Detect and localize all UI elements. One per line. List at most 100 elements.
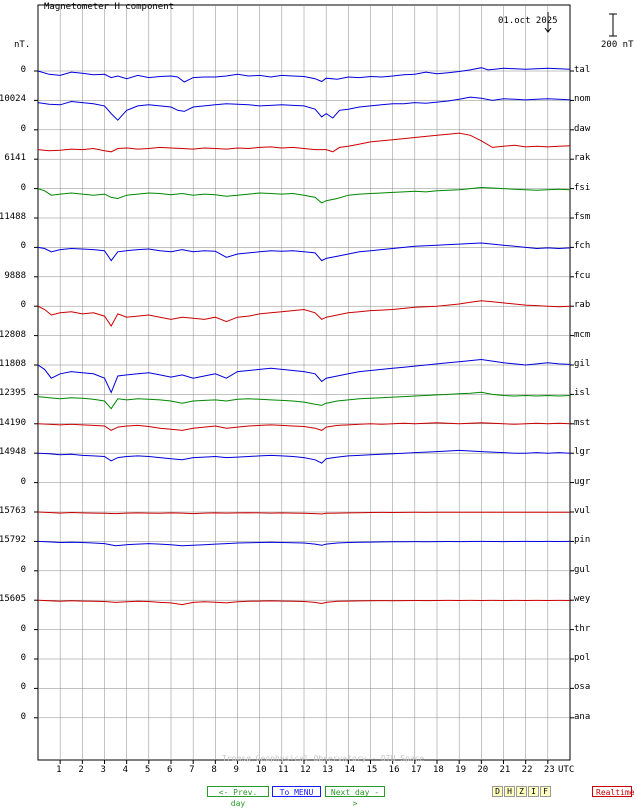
baseline-label: 12395	[0, 388, 26, 399]
down-arrow-icon	[544, 12, 552, 33]
baseline-label: 14190	[0, 417, 26, 428]
station-code-label: fsm	[574, 212, 591, 222]
baseline-label: 0	[20, 711, 26, 722]
x-tick-label: 23	[543, 765, 555, 775]
component-button-h[interactable]: H	[504, 786, 515, 797]
x-tick-label: 19	[455, 765, 466, 775]
baseline-label: 0	[20, 623, 26, 634]
station-code-label: nom	[574, 94, 591, 105]
component-button-f[interactable]: F	[540, 786, 551, 797]
trace-mst	[37, 422, 571, 431]
x-tick-label: 14	[344, 765, 356, 775]
baseline-label: 15605	[0, 594, 26, 605]
x-tick-label: 6	[167, 765, 173, 775]
x-tick-label: 2	[78, 765, 84, 775]
trace-isl	[37, 391, 571, 410]
station-code-label: fsi	[574, 182, 591, 193]
x-tick-label: 5	[144, 765, 151, 775]
x-tick-label: UTC	[558, 765, 575, 775]
station-code-label: mcm	[574, 329, 591, 340]
x-tick-label: 16	[388, 765, 400, 775]
baseline-label: 0	[20, 564, 26, 575]
station-code-label: tal	[574, 65, 591, 75]
station-code-label: ana	[574, 711, 591, 722]
station-code-label: mst	[574, 417, 591, 428]
station-code-label: osa	[574, 682, 591, 693]
baseline-label: 9888	[4, 270, 26, 281]
baseline-label: 15763	[0, 506, 26, 516]
trace-wey	[37, 599, 571, 606]
station-code-label: isl	[574, 388, 591, 399]
x-tick-label: 3	[100, 765, 106, 775]
baseline-label: 12808	[0, 329, 26, 340]
baseline-label: 0	[20, 65, 26, 75]
station-code-label: gil	[574, 359, 591, 369]
baseline-label: 11488	[0, 212, 26, 222]
x-tick-label: 8	[211, 765, 217, 775]
x-tick-label: 17	[410, 765, 422, 775]
credit-text: Tromsø Geophysical Observatory - DTU Spa…	[222, 754, 425, 763]
scale-label: 200 nT	[601, 40, 634, 50]
station-code-label: gul	[574, 564, 591, 575]
trace-fch	[37, 242, 571, 262]
station-code-label: thr	[574, 623, 591, 634]
baseline-label: 6141	[4, 153, 26, 164]
x-tick-label: 1	[56, 765, 62, 775]
x-tick-label: 15	[366, 765, 378, 775]
baseline-label: 0	[20, 682, 26, 693]
station-code-label: pol	[574, 653, 591, 663]
baseline-label: 11808	[0, 359, 26, 369]
prev-day-button[interactable]: <- Prev. day	[207, 786, 269, 808]
baseline-label: 10024	[0, 94, 26, 105]
trace-daw	[37, 132, 571, 153]
baseline-label: 0	[20, 653, 26, 663]
station-code-label: wey	[574, 594, 591, 605]
component-button-z[interactable]: Z	[516, 786, 527, 797]
chart-grid	[34, 4, 574, 764]
date-label: 01.oct 2025	[498, 16, 558, 26]
trace-pin	[37, 540, 571, 547]
station-code-label: fch	[574, 241, 591, 252]
trace-tal	[37, 67, 571, 83]
baseline-label: 0	[20, 476, 26, 487]
station-code-label: fcu	[574, 270, 591, 281]
x-tick-label: 20	[477, 765, 489, 775]
realtime-button[interactable]: Realtime	[592, 786, 635, 797]
x-tick-label: 4	[122, 765, 129, 775]
station-code-label: pin	[574, 535, 591, 546]
x-tick-label: 9	[233, 765, 239, 775]
x-tick-label: 18	[433, 765, 444, 775]
station-code-label: ugr	[574, 476, 591, 487]
component-button-d[interactable]: D	[492, 786, 503, 797]
menu-button[interactable]: To MENU	[272, 786, 321, 797]
x-tick-label: 21	[499, 765, 511, 775]
baseline-label: 0	[20, 123, 26, 134]
baseline-label: 0	[20, 300, 26, 311]
trace-rab	[37, 300, 571, 327]
unit-label: nT.	[14, 40, 31, 50]
x-tick-label: 13	[322, 765, 333, 775]
station-code-label: daw	[574, 123, 591, 134]
x-tick-label: 7	[189, 765, 195, 775]
trace-vul	[37, 511, 571, 515]
trace-nom	[37, 96, 571, 121]
trace-fsi	[37, 186, 571, 204]
chart-traces	[37, 67, 571, 606]
baseline-label: 0	[20, 182, 26, 193]
baseline-label: 15792	[0, 535, 26, 546]
chart-title: Magnetometer H component	[44, 2, 175, 12]
component-button-i[interactable]: I	[528, 786, 539, 797]
x-tick-label: 12	[300, 765, 311, 775]
baseline-label: 14948	[0, 447, 26, 458]
trace-lgr	[37, 449, 571, 464]
baseline-label: 0	[20, 241, 26, 252]
station-code-label: vul	[574, 506, 591, 516]
next-day-button[interactable]: Next day ->	[325, 786, 385, 808]
station-code-label: lgr	[574, 447, 591, 458]
x-tick-label: 11	[277, 765, 289, 775]
station-code-label: rab	[574, 300, 591, 311]
trace-gil	[37, 358, 571, 394]
x-tick-label: 22	[521, 765, 533, 775]
scale-bar-icon	[609, 13, 617, 37]
